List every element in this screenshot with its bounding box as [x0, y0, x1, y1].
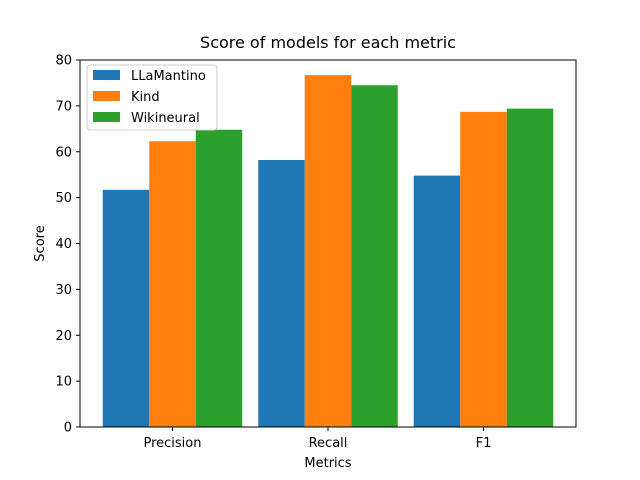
bar-wikineural-f1 [506, 108, 554, 427]
bar-kind-recall [304, 75, 352, 428]
y-axis-label: Score [33, 225, 48, 261]
bar-kind-precision [149, 141, 196, 428]
y-tick-label: 0 [64, 421, 72, 436]
bar-llamantino-precision [102, 189, 150, 427]
y-tick-label: 40 [55, 237, 72, 252]
legend-label-kind: Kind [131, 90, 160, 105]
bar-llamantino-recall [258, 160, 305, 427]
bar-kind-f1 [460, 111, 507, 428]
legend-swatch-kind [93, 91, 120, 101]
plot-frame [79, 59, 577, 428]
x-axis: Precision Recall F1 [143, 427, 491, 451]
bar-wikineural-recall [351, 85, 398, 427]
x-tick-label-recall: Recall [309, 436, 348, 451]
legend-label-wikineural: Wikineural [131, 111, 200, 126]
bar-wikineural-precision [195, 129, 243, 428]
legend: LLaMantino Kind Wikineural [86, 64, 218, 131]
x-tick-label-precision: Precision [143, 436, 201, 451]
y-axis: 0 10 20 30 40 50 60 70 80 [55, 54, 80, 436]
y-tick-label: 20 [55, 329, 72, 344]
legend-label-llamantino: LLaMantino [131, 69, 206, 84]
y-tick-label: 10 [55, 375, 72, 390]
bars-group [102, 75, 554, 428]
y-tick-label: 30 [55, 283, 72, 298]
chart-title: Score of models for each metric [200, 33, 456, 52]
legend-swatch-wikineural [93, 112, 120, 122]
x-tick-label-f1: F1 [476, 436, 492, 451]
y-tick-label: 60 [55, 145, 72, 160]
y-tick-label: 50 [55, 191, 72, 206]
x-axis-label: Metrics [304, 456, 351, 471]
legend-swatch-llamantino [93, 70, 120, 80]
bar-llamantino-f1 [413, 175, 461, 427]
y-tick-label: 80 [55, 54, 72, 69]
y-tick-label: 70 [55, 99, 72, 114]
